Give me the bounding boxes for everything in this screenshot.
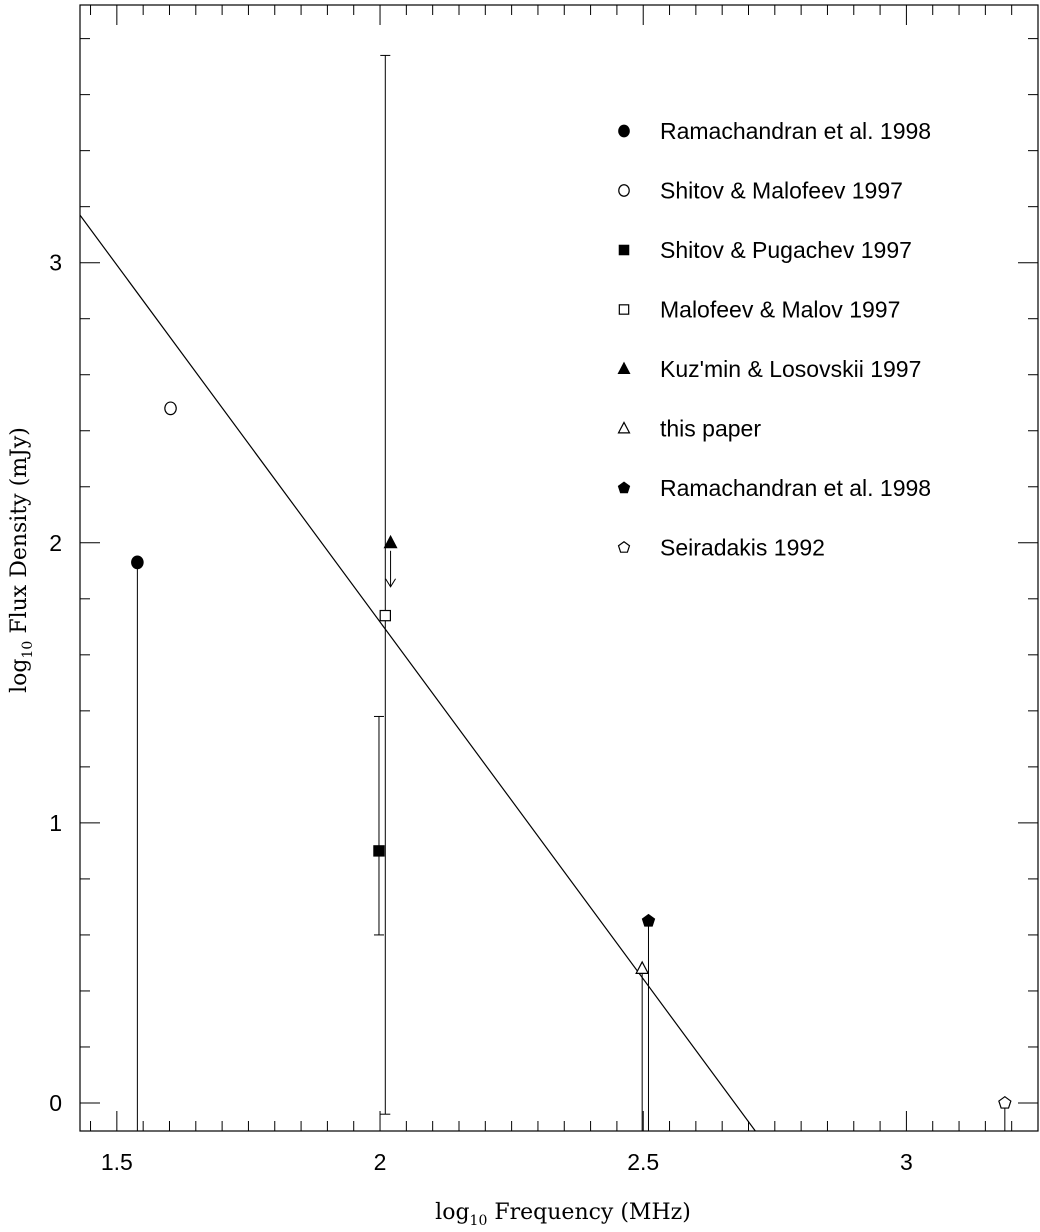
x-tick-label: 2.5 — [627, 1149, 659, 1175]
upper-limit-arrowhead — [385, 578, 396, 588]
legend-marker — [617, 361, 631, 374]
legend-label: Malofeev & Malov 1997 — [660, 297, 900, 323]
y-tick-label: 3 — [49, 250, 62, 276]
legend-marker — [618, 124, 630, 138]
data-point-pentagon-filled — [641, 913, 656, 927]
legend-marker — [617, 540, 631, 553]
plot-border — [79, 4, 1039, 1132]
plot-frame — [79, 4, 1039, 1132]
fit-line-group — [80, 214, 756, 1131]
data-point-triangle-filled — [383, 534, 398, 549]
tick-labels: 1.5 2 2.5 3 0 1 2 3 — [49, 250, 913, 1175]
data-point-circle-open — [164, 401, 177, 416]
legend-label: Shitov & Malofeev 1997 — [660, 178, 903, 204]
legend-marker — [618, 244, 630, 256]
y-tick-label: 0 — [49, 1090, 62, 1116]
legend-marker — [618, 304, 630, 315]
legend-marker — [617, 481, 631, 494]
data-point-triangle-open — [635, 960, 650, 974]
x-tick-label: 2 — [374, 1149, 387, 1175]
data-point-circle-filled — [131, 555, 144, 570]
legend-label: this paper — [660, 416, 761, 442]
axis-ticks — [80, 5, 1039, 1131]
fit-line — [80, 214, 756, 1131]
legend: Ramachandran et al. 1998 Shitov & Malofee… — [617, 118, 931, 561]
legend-label: Kuz'min & Losovskii 1997 — [660, 356, 921, 382]
legend-marker — [618, 184, 630, 197]
legend-marker — [617, 421, 631, 434]
x-axis-title: log10 Frequency (MHz) — [435, 1200, 691, 1229]
legend-label: Shitov & Pugachev 1997 — [660, 237, 912, 263]
data-point-pentagon-open — [998, 1095, 1012, 1109]
x-tick-label: 1.5 — [101, 1149, 133, 1175]
data-points — [131, 401, 1012, 1109]
data-point-square-open — [379, 609, 391, 622]
error-bars — [136, 54, 1006, 1131]
y-tick-label: 1 — [49, 810, 62, 836]
x-tick-label: 3 — [900, 1149, 913, 1175]
legend-label: Ramachandran et al. 1998 — [660, 118, 931, 144]
data-point-square-filled — [373, 845, 385, 857]
legend-label: Ramachandran et al. 1998 — [660, 475, 931, 501]
y-axis-title: log10 Flux Density (mJy) — [7, 427, 36, 693]
y-tick-label: 2 — [49, 530, 62, 556]
legend-label: Seiradakis 1992 — [660, 535, 825, 561]
